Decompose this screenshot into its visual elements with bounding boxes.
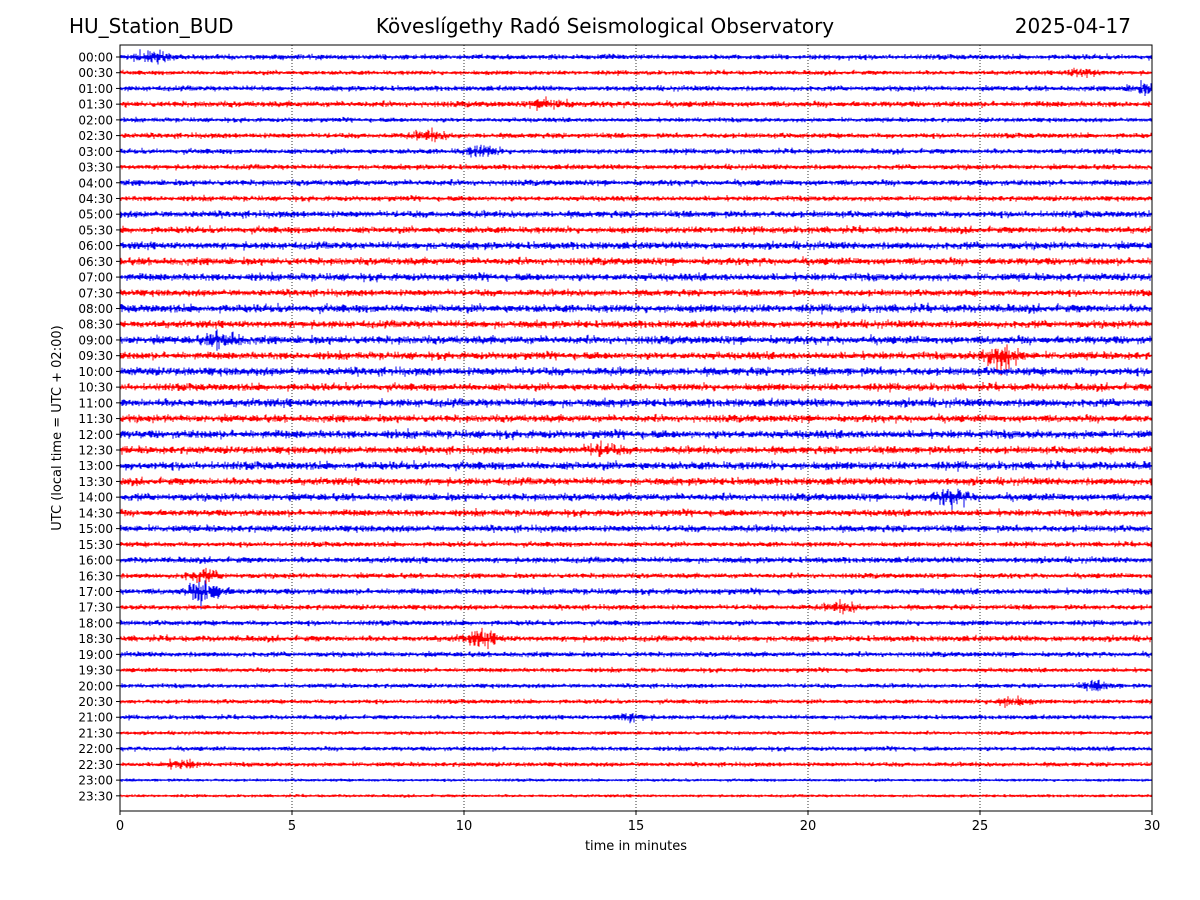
trace-1400 (119, 488, 1153, 510)
y-tick-label: 18:00 (78, 616, 113, 630)
trace-1230 (119, 440, 1153, 457)
plot-frame (119, 44, 1153, 812)
trace-2030 (119, 695, 1153, 708)
y-tick-label: 08:00 (78, 302, 113, 316)
trace-0330 (119, 163, 1153, 171)
station-name: HU_Station_BUD (69, 14, 234, 38)
y-tick-label: 18:30 (78, 632, 113, 646)
observatory-title: Köveslígethy Radó Seismological Observat… (375, 14, 835, 38)
y-tick-label: 03:30 (78, 161, 113, 175)
y-tick-label: 09:30 (78, 349, 113, 363)
y-tick-label: 06:00 (78, 239, 113, 253)
trace-0500 (119, 209, 1153, 219)
y-tick-label: 07:30 (78, 286, 113, 300)
y-tick-label: 23:00 (78, 774, 113, 788)
y-tick-label: 00:00 (78, 51, 113, 65)
y-tick-label: 15:00 (78, 522, 113, 536)
y-tick-label: 21:00 (78, 711, 113, 725)
y-tick-label: 10:00 (78, 365, 113, 379)
y-axis-label: UTC (local time = UTC + 02:00) (50, 325, 65, 530)
x-tick-label: 25 (972, 819, 989, 834)
y-tick-label: 15:30 (78, 538, 113, 552)
y-tick-label: 08:30 (78, 318, 113, 332)
y-tick-label: 13:00 (78, 459, 113, 473)
x-tick-label: 0 (116, 819, 124, 834)
record-date: 2025-04-17 (1014, 14, 1131, 38)
trace-1800 (119, 619, 1153, 627)
y-tick-label: 21:30 (78, 726, 113, 740)
x-tick-label: 20 (800, 819, 817, 834)
y-tick-label: 12:30 (78, 444, 113, 458)
y-tick-label: 07:00 (78, 271, 113, 285)
y-tick-label: 22:00 (78, 742, 113, 756)
y-tick-label: 19:00 (78, 648, 113, 662)
y-tick-label: 14:00 (78, 491, 113, 505)
y-tick-label: 04:00 (78, 176, 113, 190)
y-tick-label: 11:00 (78, 396, 113, 410)
y-tick-label: 16:30 (78, 569, 113, 583)
y-tick-label: 22:30 (78, 758, 113, 772)
y-tick-label: 00:30 (78, 66, 113, 80)
grid-group (291, 45, 981, 811)
trace-0730 (119, 288, 1153, 298)
y-tick-label: 12:00 (78, 428, 113, 442)
y-tick-label: 05:30 (78, 223, 113, 237)
y-tick-label: 20:00 (78, 679, 113, 693)
y-tick-label: 10:30 (78, 381, 113, 395)
trace-0530 (119, 225, 1153, 235)
y-tick-label: 09:00 (78, 333, 113, 347)
x-tick-label: 5 (288, 819, 296, 834)
y-tick-label: 20:30 (78, 695, 113, 709)
y-tick-label: 02:00 (78, 113, 113, 127)
trace-2230 (119, 758, 1153, 770)
y-tick-label: 11:30 (78, 412, 113, 426)
y-tick-label: 01:00 (78, 82, 113, 96)
y-tick-label: 14:30 (78, 506, 113, 520)
y-tick-label: 17:30 (78, 601, 113, 615)
y-tick-label: 16:00 (78, 554, 113, 568)
y-tick-label: 02:30 (78, 129, 113, 143)
y-tick-label: 17:00 (78, 585, 113, 599)
y-tick-label: 05:00 (78, 208, 113, 222)
y-tick-label: 06:30 (78, 255, 113, 269)
trace-1600 (119, 556, 1153, 564)
y-tick-label: 19:30 (78, 664, 113, 678)
y-tick-label: 03:00 (78, 145, 113, 159)
x-tick-label: 15 (628, 819, 645, 834)
trace-1130 (119, 413, 1153, 424)
x-tick-label: 10 (456, 819, 473, 834)
y-tick-label: 23:30 (78, 789, 113, 803)
x-tick-label: 30 (1144, 819, 1161, 834)
trace-0400 (119, 178, 1153, 187)
y-tick-label: 04:30 (78, 192, 113, 206)
y-tick-label: 13:30 (78, 475, 113, 489)
trace-0900 (119, 329, 1153, 351)
x-axis-label: time in minutes (585, 839, 687, 854)
y-tick-label: 01:30 (78, 98, 113, 112)
trace-0300 (119, 144, 1153, 158)
x-axis-ticks: 0 5 10 15 20 25 30 (116, 811, 1160, 834)
